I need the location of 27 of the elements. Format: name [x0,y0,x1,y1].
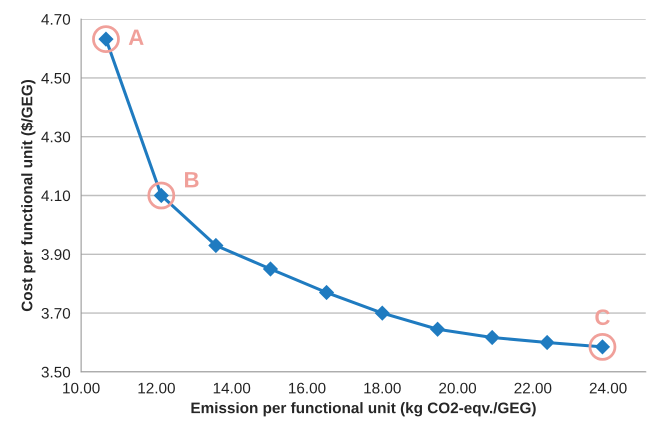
annotation: C [595,309,610,326]
x-tick-label: 14.00 [214,382,250,394]
x-tick-label: 22.00 [514,382,552,394]
x-tick-label: 20.00 [439,382,476,394]
annotation: A [128,30,144,45]
point [540,335,555,350]
point [484,330,500,345]
x-axis-title: Emission per functional unit (kg CO2-eqv./GEG) [191,402,536,416]
annotation: B [185,172,199,188]
x-tick-label: 24.00 [590,382,627,394]
point [374,306,390,320]
point [263,262,278,276]
point [319,285,334,300]
y-tick-label: 4.30 [41,132,70,142]
y-tick-label: 4.70 [41,14,70,25]
y-tick-label: 3.50 [42,366,70,378]
x-tick-label: 16.00 [289,382,326,394]
point [430,322,445,337]
y-tick-label: 4.50 [41,72,70,84]
y-axis-title: Cost per functional unit ($/GEG) [20,80,36,312]
y-tick-label: 3.70 [42,308,70,319]
x-tick-label: 18.00 [364,382,401,394]
y-tick-label: 4.10 [41,190,70,202]
x-tick-label: 12.00 [138,382,175,394]
x-tick-label: 10.00 [63,382,100,394]
point [208,238,224,253]
y-tick-label: 3.90 [42,249,70,260]
